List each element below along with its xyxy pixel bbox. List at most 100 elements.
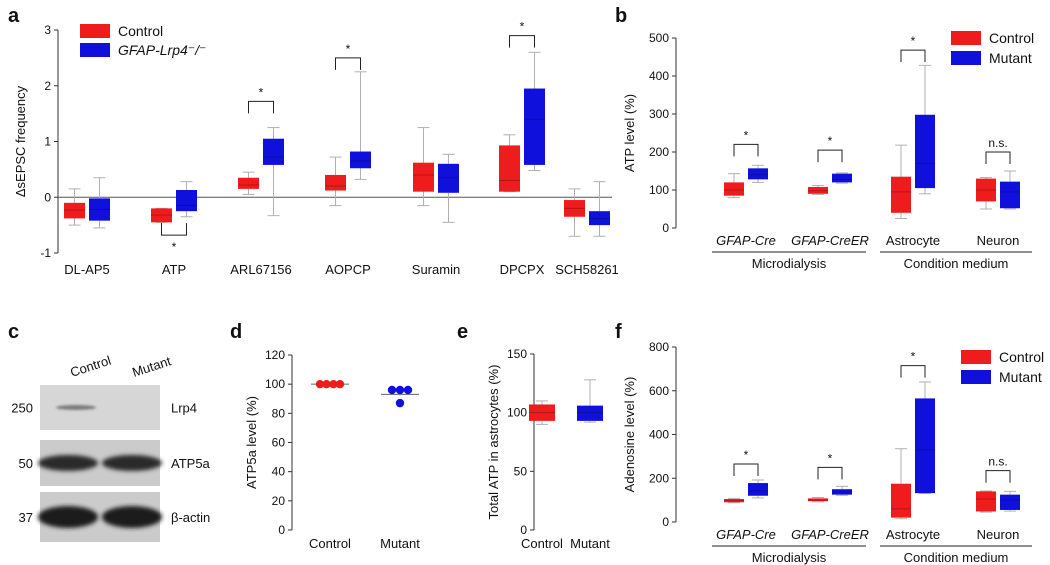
panel-e-chart: 0 50 100 150 Total ATP in astrocytes (%) Cont… [486,347,610,551]
panel-label-b: b [615,5,627,27]
point-control [315,379,325,389]
box-mutant-suramin-box [438,163,459,193]
box-control-astrocyte-box [891,176,911,213]
y-tick-label: 200 [649,145,669,159]
panel-a-chart: -1 0 1 2 3 ΔsEPSC frequency DL-AP5 ATP ARL67156 A… [13,20,619,277]
box-control-suramin-box [413,162,434,192]
significance-label: * [828,134,833,148]
x-category-label: SCH58261 [555,262,619,277]
band-atp5a-mutant [102,455,162,471]
box-mutant-arl67156-box [263,138,284,165]
significance-bracket [817,466,843,480]
panel-label-d: d [230,321,242,343]
y-tick-label: -1 [40,246,51,260]
x-category-label: GFAP-CreER [791,527,869,542]
significance-label: * [828,451,833,465]
significance-bracket [900,49,926,63]
significance-bracket [985,151,1011,164]
box-control-neuron-box [976,491,996,512]
legend-panel-b-swatch-control [951,31,981,45]
significance-bracket [733,463,759,477]
significance-label: * [911,34,916,48]
legend-a-swatch-control [80,24,110,38]
panel-c-western-blot: Control Mutant 250 Lrp4 50 ATP5a 37 β-actin [11,353,211,542]
y-tick-label: 500 [649,31,669,45]
band-actin-mutant [102,506,162,528]
significance-label: * [911,350,916,364]
group-label: Condition medium [904,550,1009,565]
box-control-gfap-creer-box [808,186,828,194]
box-control-arl67156-box [238,177,259,189]
y-tick-label: 0 [44,190,51,204]
y-tick-label: 100 [265,377,285,391]
significance-bracket [817,149,843,163]
legend-panel-f-label-control: Control [999,349,1044,365]
y-tick-label: 3 [44,23,51,37]
y-tick-label: 0 [662,515,669,529]
x-category-label: ATP [162,262,186,277]
significance-label: n.s. [988,136,1007,150]
box-control-neuron-box [976,178,996,202]
box-mutant-gfap-creer-box [832,489,852,495]
box-control-sch58261-box [564,200,585,217]
box-control-gfap-cre-box [724,499,744,503]
y-axis-title: ΔsEPSC frequency [13,85,28,197]
x-category-label: Suramin [412,262,460,277]
x-category-label: DPCPX [500,262,545,277]
band-atp5a-control [38,455,98,471]
panel-label-a: a [8,5,20,27]
legend-panel-b-label-mutant: Mutant [989,50,1032,66]
significance-label: * [172,240,177,254]
y-tick-label: 400 [649,428,669,442]
significance-bracket [161,223,187,236]
x-category-label: Neuron [977,527,1020,542]
significance-bracket [900,365,926,378]
box-control-box [529,404,555,421]
legend-a-label-control: Control [118,23,163,39]
panel-f-chart: 0 200 400 600 800 Adenosine level (%) GFAP-Cre… [622,340,1044,565]
significance-label: * [520,20,525,34]
point-control [335,379,345,389]
point-mutant [403,385,413,395]
y-tick-label: 0 [520,523,527,537]
y-axis-title: ATP level (%) [622,94,637,172]
panel-label-e: e [457,321,468,343]
group-label: Condition medium [904,256,1009,271]
significance-bracket [733,143,759,157]
x-category-label: GFAP-Cre [716,233,776,248]
box-mutant-neuron-box [1000,181,1020,209]
x-category-label: Control [521,536,563,551]
x-category-label: GFAP-Cre [716,527,776,542]
lane-label-control: Control [68,353,113,380]
box-control-atp-box [151,208,172,223]
x-category-label: Astrocyte [886,527,940,542]
x-category-label: ARL67156 [230,262,291,277]
panel-label-f: f [615,321,622,343]
box-control-gfap-creer-box [808,498,828,502]
significance-bracket [248,100,274,114]
y-tick-label: 150 [507,347,527,361]
significance-bracket [335,57,361,70]
y-axis-title: Adenosine level (%) [622,377,637,493]
y-tick-label: 20 [272,494,286,508]
band-lrp4-control [56,405,96,410]
box-mutant-gfap-creer-box [832,173,852,183]
x-category-label: Neuron [977,233,1020,248]
blot-row-label-atp5a: ATP5a [171,456,211,471]
x-category-label: GFAP-CreER [791,233,869,248]
y-tick-label: 80 [272,406,286,420]
y-tick-label: 600 [649,384,669,398]
y-axis-title: ATP5a level (%) [244,396,259,489]
legend-panel-b-label-control: Control [989,30,1034,46]
point-control [329,379,338,389]
legend-panel-f-swatch-mutant [961,370,991,384]
x-category-label: Mutant [380,536,420,551]
box-mutant-sch58261-box [589,211,610,226]
box-mutant-dpcpx-box [524,88,545,165]
x-category-label: AOPCP [325,262,371,277]
marker-37: 37 [19,510,33,525]
significance-label: * [744,448,749,462]
x-category-label: Astrocyte [886,233,940,248]
y-tick-label: 100 [649,183,669,197]
box-mutant-astrocyte-box [915,114,935,189]
